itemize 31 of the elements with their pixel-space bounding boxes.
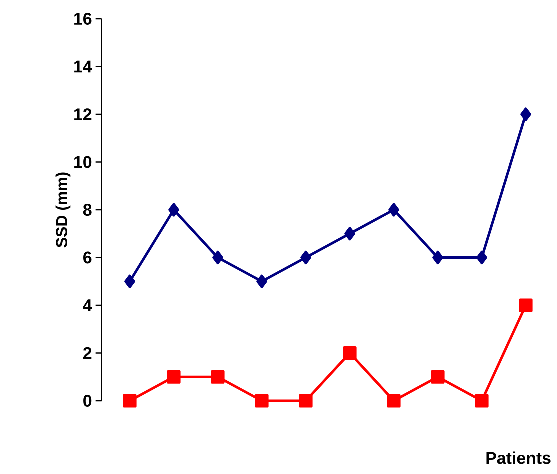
point bbox=[388, 203, 400, 217]
point bbox=[300, 250, 312, 265]
point bbox=[256, 274, 268, 288]
point bbox=[123, 394, 137, 408]
point bbox=[167, 370, 181, 384]
point bbox=[476, 250, 488, 265]
point bbox=[519, 298, 533, 312]
y-tick-label: 16 bbox=[74, 13, 92, 25]
y-tick-label: 8 bbox=[83, 204, 92, 216]
point bbox=[432, 250, 444, 265]
point bbox=[212, 250, 224, 265]
point bbox=[211, 370, 225, 384]
point bbox=[520, 108, 532, 122]
point bbox=[431, 370, 445, 384]
point bbox=[387, 394, 401, 408]
y-tick-label: 0 bbox=[84, 395, 92, 407]
point bbox=[168, 203, 180, 217]
y-tick-label: 6 bbox=[84, 252, 92, 264]
point bbox=[475, 394, 489, 408]
y-tick-label: 4 bbox=[83, 300, 92, 312]
y-tick-label: 12 bbox=[74, 108, 92, 120]
x-axis-title: Patients bbox=[486, 452, 551, 464]
y-axis-title: SSD (mm) bbox=[56, 172, 71, 248]
point bbox=[124, 274, 136, 288]
y-tick-label: 10 bbox=[74, 156, 92, 168]
point bbox=[344, 227, 356, 241]
point bbox=[255, 394, 269, 408]
y-tick-label: 2 bbox=[83, 347, 92, 360]
y-tick-label: 14 bbox=[74, 60, 92, 73]
point bbox=[299, 394, 313, 408]
point bbox=[343, 346, 357, 360]
